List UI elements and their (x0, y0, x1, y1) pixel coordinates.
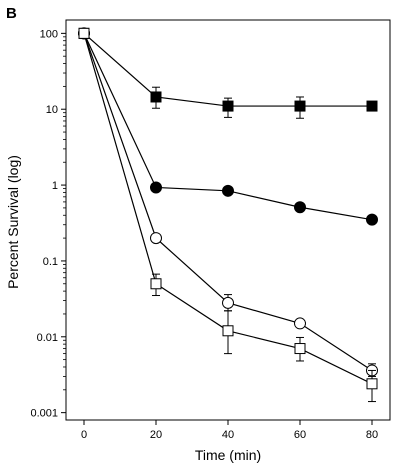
series-open-square (78, 27, 378, 403)
y-tick-label: 10 (46, 104, 58, 116)
x-axis-label: Time (min) (195, 447, 261, 463)
series-filled-square (78, 27, 378, 119)
y-tick-label: 100 (40, 28, 58, 40)
y-axis-label: Percent Survival (log) (5, 155, 21, 289)
data-point (78, 27, 90, 39)
x-tick-label: 80 (366, 429, 378, 441)
x-tick-label: 40 (222, 429, 234, 441)
x-tick-label: 60 (294, 429, 306, 441)
y-axis: 100 10 1 0.1 0.01 0.001 (30, 28, 66, 420)
x-tick-label: 0 (81, 429, 87, 441)
data-point (366, 213, 378, 226)
x-axis: 0 20 40 60 80 (81, 420, 378, 441)
data-point (366, 100, 378, 112)
panel-label: B (6, 5, 17, 22)
series-filled-circle (78, 27, 378, 226)
data-point (222, 325, 234, 337)
data-point (150, 232, 162, 245)
series-line (83, 32, 372, 107)
y-tick-label: 0.001 (30, 408, 58, 420)
y-tick-label: 0.1 (43, 256, 58, 268)
data-point (294, 343, 306, 355)
data-point (150, 278, 162, 290)
series-layer (78, 27, 378, 403)
data-point (222, 184, 234, 197)
data-point (222, 100, 234, 112)
plot-frame (65, 19, 391, 421)
data-point (294, 317, 306, 330)
data-point (150, 91, 162, 103)
y-tick-label: 1 (52, 180, 58, 192)
data-point (294, 201, 306, 214)
data-point (294, 100, 306, 112)
x-tick-label: 20 (150, 429, 162, 441)
data-point (222, 296, 234, 309)
y-tick-label: 0.01 (37, 332, 58, 344)
data-point (366, 378, 378, 390)
data-point (150, 181, 162, 194)
